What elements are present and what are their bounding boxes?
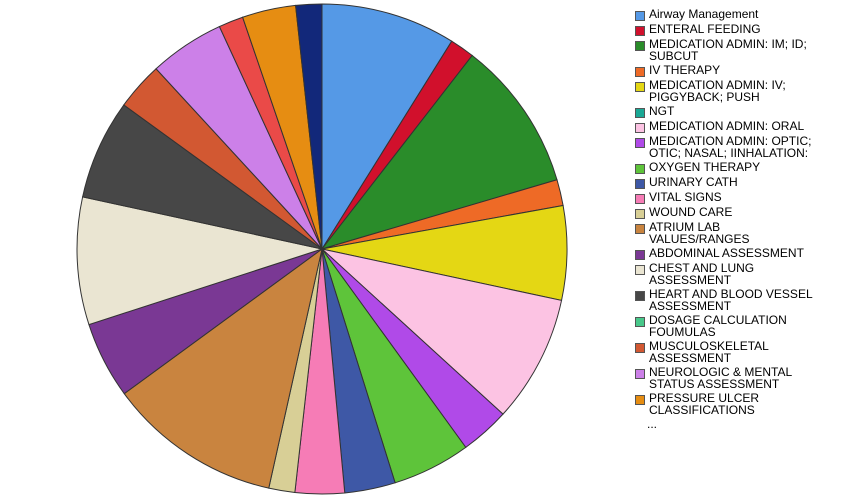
legend-label: NEUROLOGIC & MENTAL STATUS ASSESSMENT <box>649 365 793 391</box>
legend-label: URINARY CATH <box>649 175 738 189</box>
pie-chart <box>76 3 568 495</box>
legend-label: MEDICATION ADMIN: OPTIC; OTIC; NASAL; II… <box>649 134 812 160</box>
legend-item: WOUND CARE <box>635 206 845 219</box>
pie-slice-11 <box>123 247 323 489</box>
legend-swatch <box>635 209 645 219</box>
legend-item: ATRIUM LAB VALUES/RANGES <box>635 221 845 245</box>
legend-item: OXYGEN THERAPY <box>635 161 845 174</box>
legend-label: IV THERAPY <box>649 63 721 77</box>
legend-swatch <box>635 265 645 275</box>
legend-item: MUSCULOSKELETAL ASSESSMENT <box>635 340 845 364</box>
legend-item: Airway Management <box>635 8 845 21</box>
legend-swatch <box>635 82 645 92</box>
legend-label: ENTERAL FEEDING <box>649 22 761 36</box>
legend-label: PRESSURE ULCER CLASSIFICATIONS <box>649 391 760 417</box>
pie-slice-19 <box>295 3 323 250</box>
legend-swatch <box>635 108 645 118</box>
legend-item: PRESSURE ULCER CLASSIFICATIONS <box>635 392 845 416</box>
legend-swatch <box>635 343 645 353</box>
legend-item: MEDICATION ADMIN: ORAL <box>635 120 845 133</box>
legend-swatch <box>635 224 645 234</box>
legend-swatch <box>635 369 645 379</box>
legend-item: URINARY CATH <box>635 176 845 189</box>
legend-item: CHEST AND LUNG ASSESSMENT <box>635 262 845 286</box>
legend-item: NEUROLOGIC & MENTAL STATUS ASSESSMENT <box>635 366 845 390</box>
legend-label: HEART AND BLOOD VESSEL ASSESSMENT <box>649 287 813 313</box>
legend-label: WOUND CARE <box>649 205 733 219</box>
legend-label: MEDICATION ADMIN: ORAL <box>649 119 805 133</box>
legend-more: ... <box>647 417 658 431</box>
legend-label: MUSCULOSKELETAL ASSESSMENT <box>649 339 769 365</box>
legend-label: VITAL SIGNS <box>649 190 722 204</box>
legend-item: MEDICATION ADMIN: IV; PIGGYBACK; PUSH <box>635 79 845 103</box>
legend-label: Airway Management <box>649 7 759 21</box>
legend-swatch <box>635 194 645 204</box>
legend-label: CHEST AND LUNG ASSESSMENT <box>649 261 755 287</box>
legend-swatch <box>635 164 645 174</box>
legend-label: DOSAGE CALCULATION FOUMULAS <box>649 313 787 339</box>
legend-swatch <box>635 26 645 36</box>
legend-label: NGT <box>649 104 675 118</box>
legend-swatch <box>635 250 645 260</box>
legend-swatch <box>635 317 645 327</box>
pie-slices <box>76 3 568 495</box>
legend-items: Airway Management ENTERAL FEEDING MEDICATI… <box>635 8 845 416</box>
legend-item: VITAL SIGNS <box>635 191 845 204</box>
legend-item: MEDICATION ADMIN: OPTIC; OTIC; NASAL; II… <box>635 135 845 159</box>
legend-swatch <box>635 67 645 77</box>
legend-item: HEART AND BLOOD VESSEL ASSESSMENT <box>635 288 845 312</box>
legend-item: DOSAGE CALCULATION FOUMULAS <box>635 314 845 338</box>
pie-slice-5 <box>320 248 563 415</box>
legend-swatch <box>635 179 645 189</box>
legend-label: MEDICATION ADMIN: IV; PIGGYBACK; PUSH <box>649 78 786 104</box>
pie-slice-13 <box>76 196 324 326</box>
legend-swatch <box>635 395 645 405</box>
legend-item: IV THERAPY <box>635 64 845 77</box>
legend-item: ENTERAL FEEDING <box>635 23 845 36</box>
legend-label: ATRIUM LAB VALUES/RANGES <box>649 220 750 246</box>
legend-swatch <box>635 11 645 21</box>
legend-item: ABDOMINAL ASSESSMENT <box>635 247 845 260</box>
legend: Airway Management ENTERAL FEEDING MEDICATI… <box>635 8 845 430</box>
legend-label: MEDICATION ADMIN: IM; ID; SUBCUT <box>649 37 807 63</box>
legend-item: MEDICATION ADMIN: IM; ID; SUBCUT <box>635 38 845 62</box>
legend-swatch <box>635 123 645 133</box>
legend-item: NGT <box>635 105 845 118</box>
legend-label: OXYGEN THERAPY <box>649 160 761 174</box>
legend-label: ABDOMINAL ASSESSMENT <box>649 246 804 260</box>
legend-swatch <box>635 138 645 148</box>
legend-swatch <box>635 291 645 301</box>
pie-slice-0 <box>321 3 453 251</box>
legend-swatch <box>635 41 645 51</box>
pie-slice-2 <box>320 54 558 250</box>
